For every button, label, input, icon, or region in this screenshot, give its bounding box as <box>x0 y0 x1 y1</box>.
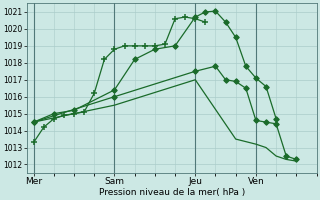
X-axis label: Pression niveau de la mer( hPa ): Pression niveau de la mer( hPa ) <box>99 188 245 197</box>
